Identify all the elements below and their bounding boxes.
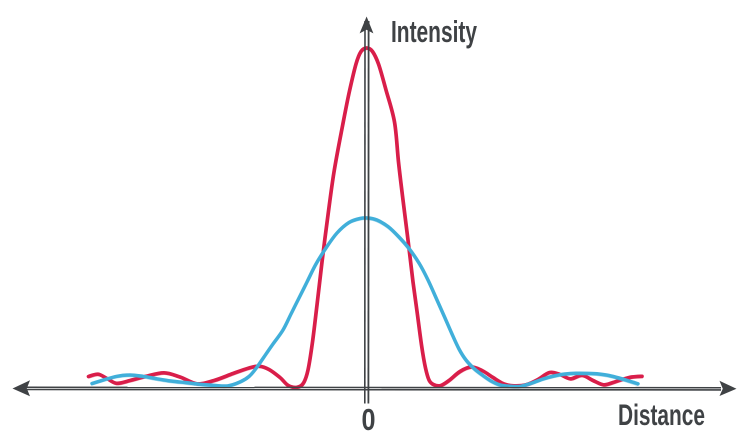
svg-text:Distance: Distance — [618, 399, 705, 432]
svg-text:Intensity: Intensity — [391, 14, 478, 49]
svg-text:0: 0 — [362, 402, 376, 437]
